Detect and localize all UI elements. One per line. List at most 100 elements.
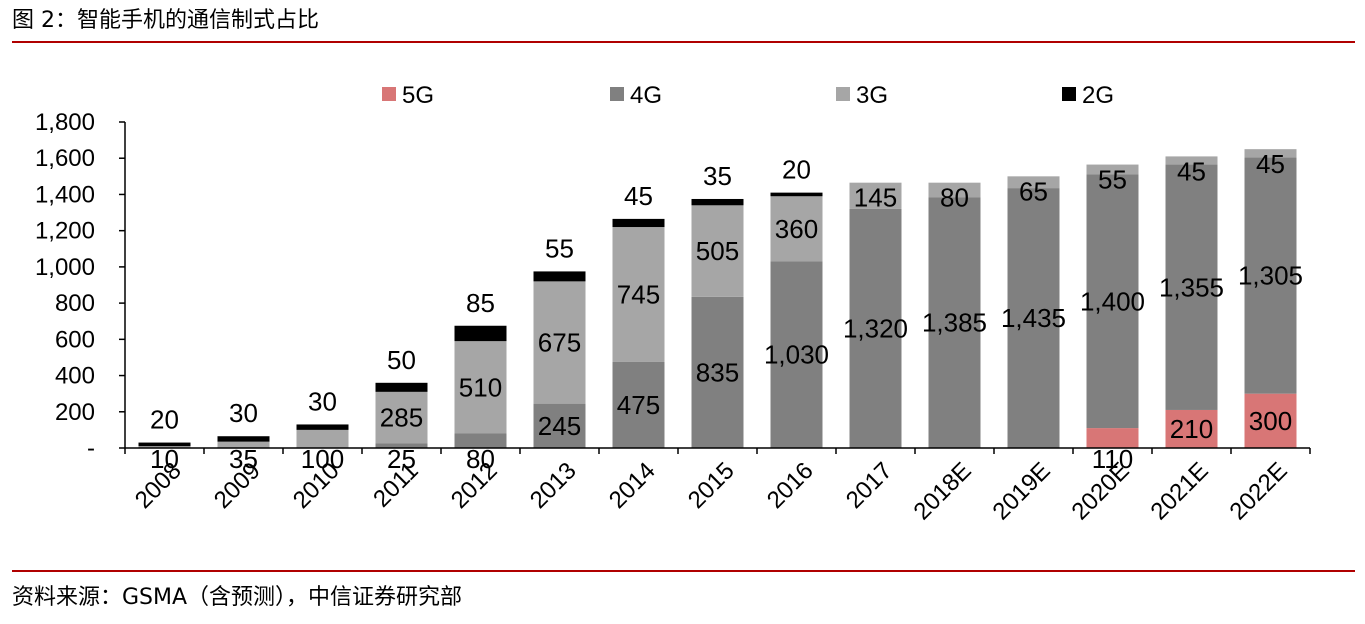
bar-segment-4g [770, 261, 823, 448]
data-label-4g: 25 [387, 444, 416, 474]
data-label-3g: 10 [150, 444, 179, 474]
data-label-2g: 35 [703, 161, 732, 191]
data-label-3g: 675 [538, 328, 581, 358]
data-label-5g: 110 [1092, 444, 1133, 474]
y-tick-label: 800 [55, 290, 95, 317]
data-label-4g: 1,435 [1001, 303, 1066, 333]
legend-swatch-4g [610, 87, 624, 101]
data-label-3g: 145 [854, 183, 897, 213]
data-label-5g: 300 [1249, 406, 1292, 436]
x-tick-label: 2017 [841, 457, 898, 514]
bar-segment-2g [296, 424, 349, 430]
y-tick-label: 600 [55, 326, 95, 353]
data-label-3g: 100 [301, 444, 344, 474]
data-label-4g: 1,305 [1238, 260, 1303, 290]
x-tick-label: 2015 [683, 457, 740, 514]
bar-segment-5g [1244, 393, 1297, 448]
y-tick-label: 1,200 [35, 218, 95, 245]
bar-segment-3g [1244, 149, 1297, 158]
bar-segment-4g [1086, 174, 1139, 429]
stacked-bar-chart: - 200 400 600 800 1,000 1,200 1,400 1,600 1,800 20… [35, 82, 1311, 525]
data-label-3g: 45 [1256, 149, 1285, 179]
bar-segment-3g [928, 182, 981, 198]
bar-segment-2g [375, 382, 428, 392]
bar-segment-3g [849, 182, 902, 209]
data-label-4g: 475 [617, 390, 660, 420]
bar-segment-2g [770, 192, 823, 197]
data-label-5g: 210 [1170, 414, 1213, 444]
data-label-4g: 1,355 [1159, 272, 1224, 302]
bar-segment-4g [1244, 157, 1297, 394]
bar-segment-2g [691, 198, 744, 206]
legend-label-3g: 3G [856, 82, 888, 109]
bar-segment-4g [928, 197, 981, 448]
bar-segment-2g [217, 436, 270, 442]
source-note: 资料来源：GSMA（含预测），中信证券研究部 [12, 585, 463, 610]
y-tick-label: 1,800 [35, 109, 95, 136]
bar-segment-3g [1165, 156, 1218, 165]
data-label-4g: 1,320 [843, 313, 908, 343]
data-label-2g: 55 [545, 233, 574, 263]
bar-segment-4g [849, 208, 902, 448]
legend-swatch-2g [1062, 87, 1076, 101]
y-tick-label: 400 [55, 363, 95, 390]
bar-segment-3g [691, 205, 744, 297]
bar-segment-2g [138, 442, 191, 447]
legend-label-2g: 2G [1082, 82, 1114, 109]
bar-segment-5g [1165, 409, 1218, 448]
x-tick-label: 2018E [909, 457, 977, 525]
data-label-2g: 20 [150, 405, 179, 435]
bar-segment-4g [691, 296, 744, 448]
x-tick-label: 2016 [762, 457, 819, 514]
data-label-2g: 30 [308, 386, 337, 416]
data-label-4g: 1,400 [1080, 286, 1145, 316]
data-label-3g: 745 [617, 280, 660, 310]
bar-segment-3g [612, 227, 665, 362]
bar-segment-4g [1165, 164, 1218, 410]
data-label-3g: 45 [1177, 156, 1206, 186]
bar-segment-4g [454, 433, 507, 448]
data-label-4g: 1,030 [764, 340, 829, 370]
x-tick-label: 2022E [1225, 457, 1293, 525]
figure-title: 图 2：智能手机的通信制式占比 [12, 8, 319, 33]
y-tick-label: 200 [55, 399, 95, 426]
bar-segment-3g [217, 441, 270, 448]
bar-segment-4g [1007, 188, 1060, 448]
legend-swatch-5g [382, 87, 396, 101]
bar-segment-4g [375, 443, 428, 448]
bar-segment-3g [296, 429, 349, 448]
bar-segment-2g [612, 218, 665, 228]
bar-segment-3g [454, 341, 507, 434]
bar-segment-2g [454, 325, 507, 342]
bar-segment-3g [1007, 176, 1060, 189]
data-label-2g: 45 [624, 181, 653, 211]
data-label-3g: 35 [229, 444, 258, 474]
y-tick-label: 1,600 [35, 145, 95, 172]
y-tick-label: 1,000 [35, 254, 95, 281]
x-tick-label: 2019E [988, 457, 1056, 525]
data-label-4g: 835 [696, 357, 739, 387]
bar-segment-2g [533, 271, 586, 282]
data-label-3g: 65 [1019, 176, 1048, 206]
data-label-3g: 80 [940, 183, 969, 213]
bar-segment-4g [533, 403, 586, 448]
legend-label-4g: 4G [630, 82, 662, 109]
legend-swatch-3g [836, 87, 850, 101]
x-tick-label: 2021E [1146, 457, 1214, 525]
source-divider [12, 570, 1355, 572]
data-label-2g: 30 [229, 398, 258, 428]
data-label-4g: 245 [538, 411, 581, 441]
legend-label-5g: 5G [402, 82, 434, 109]
bar-segment-4g [612, 361, 665, 448]
x-tick-label: 2013 [525, 457, 582, 514]
bar-segment-5g [1086, 428, 1139, 448]
data-label-4g: 1,385 [922, 308, 987, 338]
data-label-3g: 505 [696, 236, 739, 266]
x-tick-label: 2014 [604, 457, 661, 514]
data-label-2g: 20 [782, 155, 811, 185]
data-label-3g: 510 [459, 372, 502, 402]
data-label-3g: 55 [1098, 165, 1127, 195]
y-tick-label: 1,400 [35, 181, 95, 208]
data-label-3g: 285 [380, 403, 423, 433]
bar-segment-3g [533, 281, 586, 404]
